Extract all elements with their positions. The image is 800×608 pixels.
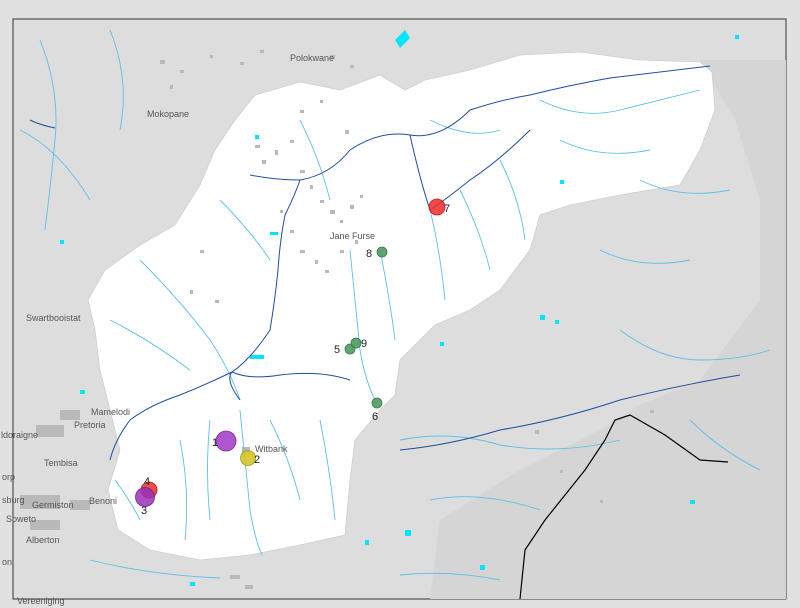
place-label: on — [2, 557, 12, 567]
place-label: orp — [2, 472, 15, 482]
marker-label: 7 — [444, 203, 450, 215]
site-marker-7[interactable]: 7 — [428, 198, 450, 216]
place-label: Pretoria — [74, 420, 106, 430]
place-label: Swartbooistat — [26, 313, 81, 323]
marker-label: 9 — [361, 338, 367, 350]
place-label: Mokopane — [147, 109, 189, 119]
site-marker-6[interactable]: 6 — [371, 397, 383, 423]
place-label: Jane Furse — [330, 231, 375, 241]
place-label: Tembisa — [44, 458, 78, 468]
major-rivers — [29, 65, 741, 461]
marker-label: 5 — [334, 344, 340, 356]
place-label: Soweto — [6, 514, 36, 524]
site-marker-9[interactable]: 9 — [350, 337, 367, 350]
marker-dot[interactable] — [371, 397, 383, 409]
water-bodies — [60, 30, 739, 586]
place-label: Polokwane — [290, 53, 334, 63]
marker-label: 4 — [144, 476, 150, 488]
place-label: Benoni — [89, 496, 117, 506]
place-label: Mamelodi — [91, 407, 130, 417]
place-labels: Polokwane Mokopane Jane Furse Swartboois… — [1, 53, 375, 606]
marker-dot[interactable] — [350, 337, 362, 349]
place-label: Vereeniging — [17, 596, 65, 606]
place-label: Alberton — [26, 535, 60, 545]
site-marker-1[interactable]: 1 — [212, 430, 237, 452]
international-border — [519, 414, 729, 600]
marker-label: 2 — [254, 454, 260, 466]
marker-dot[interactable] — [135, 487, 155, 507]
catchment-area — [87, 51, 716, 561]
site-marker-8[interactable]: 8 — [366, 246, 388, 260]
urban-areas — [20, 50, 654, 589]
eastern-region — [430, 60, 786, 599]
site-marker-2[interactable]: 2 — [240, 450, 261, 467]
marker-label: 1 — [212, 437, 218, 449]
rivers — [19, 29, 771, 581]
marker-dot[interactable] — [215, 430, 237, 452]
marker-label: 6 — [372, 411, 378, 423]
place-label: ldoraigne — [1, 430, 38, 440]
marker-dot[interactable] — [240, 450, 256, 466]
marker-dot[interactable] — [376, 246, 388, 258]
site-marker-3[interactable]: 3 — [135, 487, 155, 518]
place-label: sburg — [2, 495, 25, 505]
place-label: Germiston — [32, 500, 74, 510]
site-markers: 1 2 4 3 5 9 6 7 — [135, 198, 450, 518]
place-label: Witbank — [255, 444, 288, 454]
marker-label: 8 — [366, 248, 372, 260]
marker-label: 3 — [141, 505, 147, 517]
marker-dot[interactable] — [428, 198, 446, 216]
